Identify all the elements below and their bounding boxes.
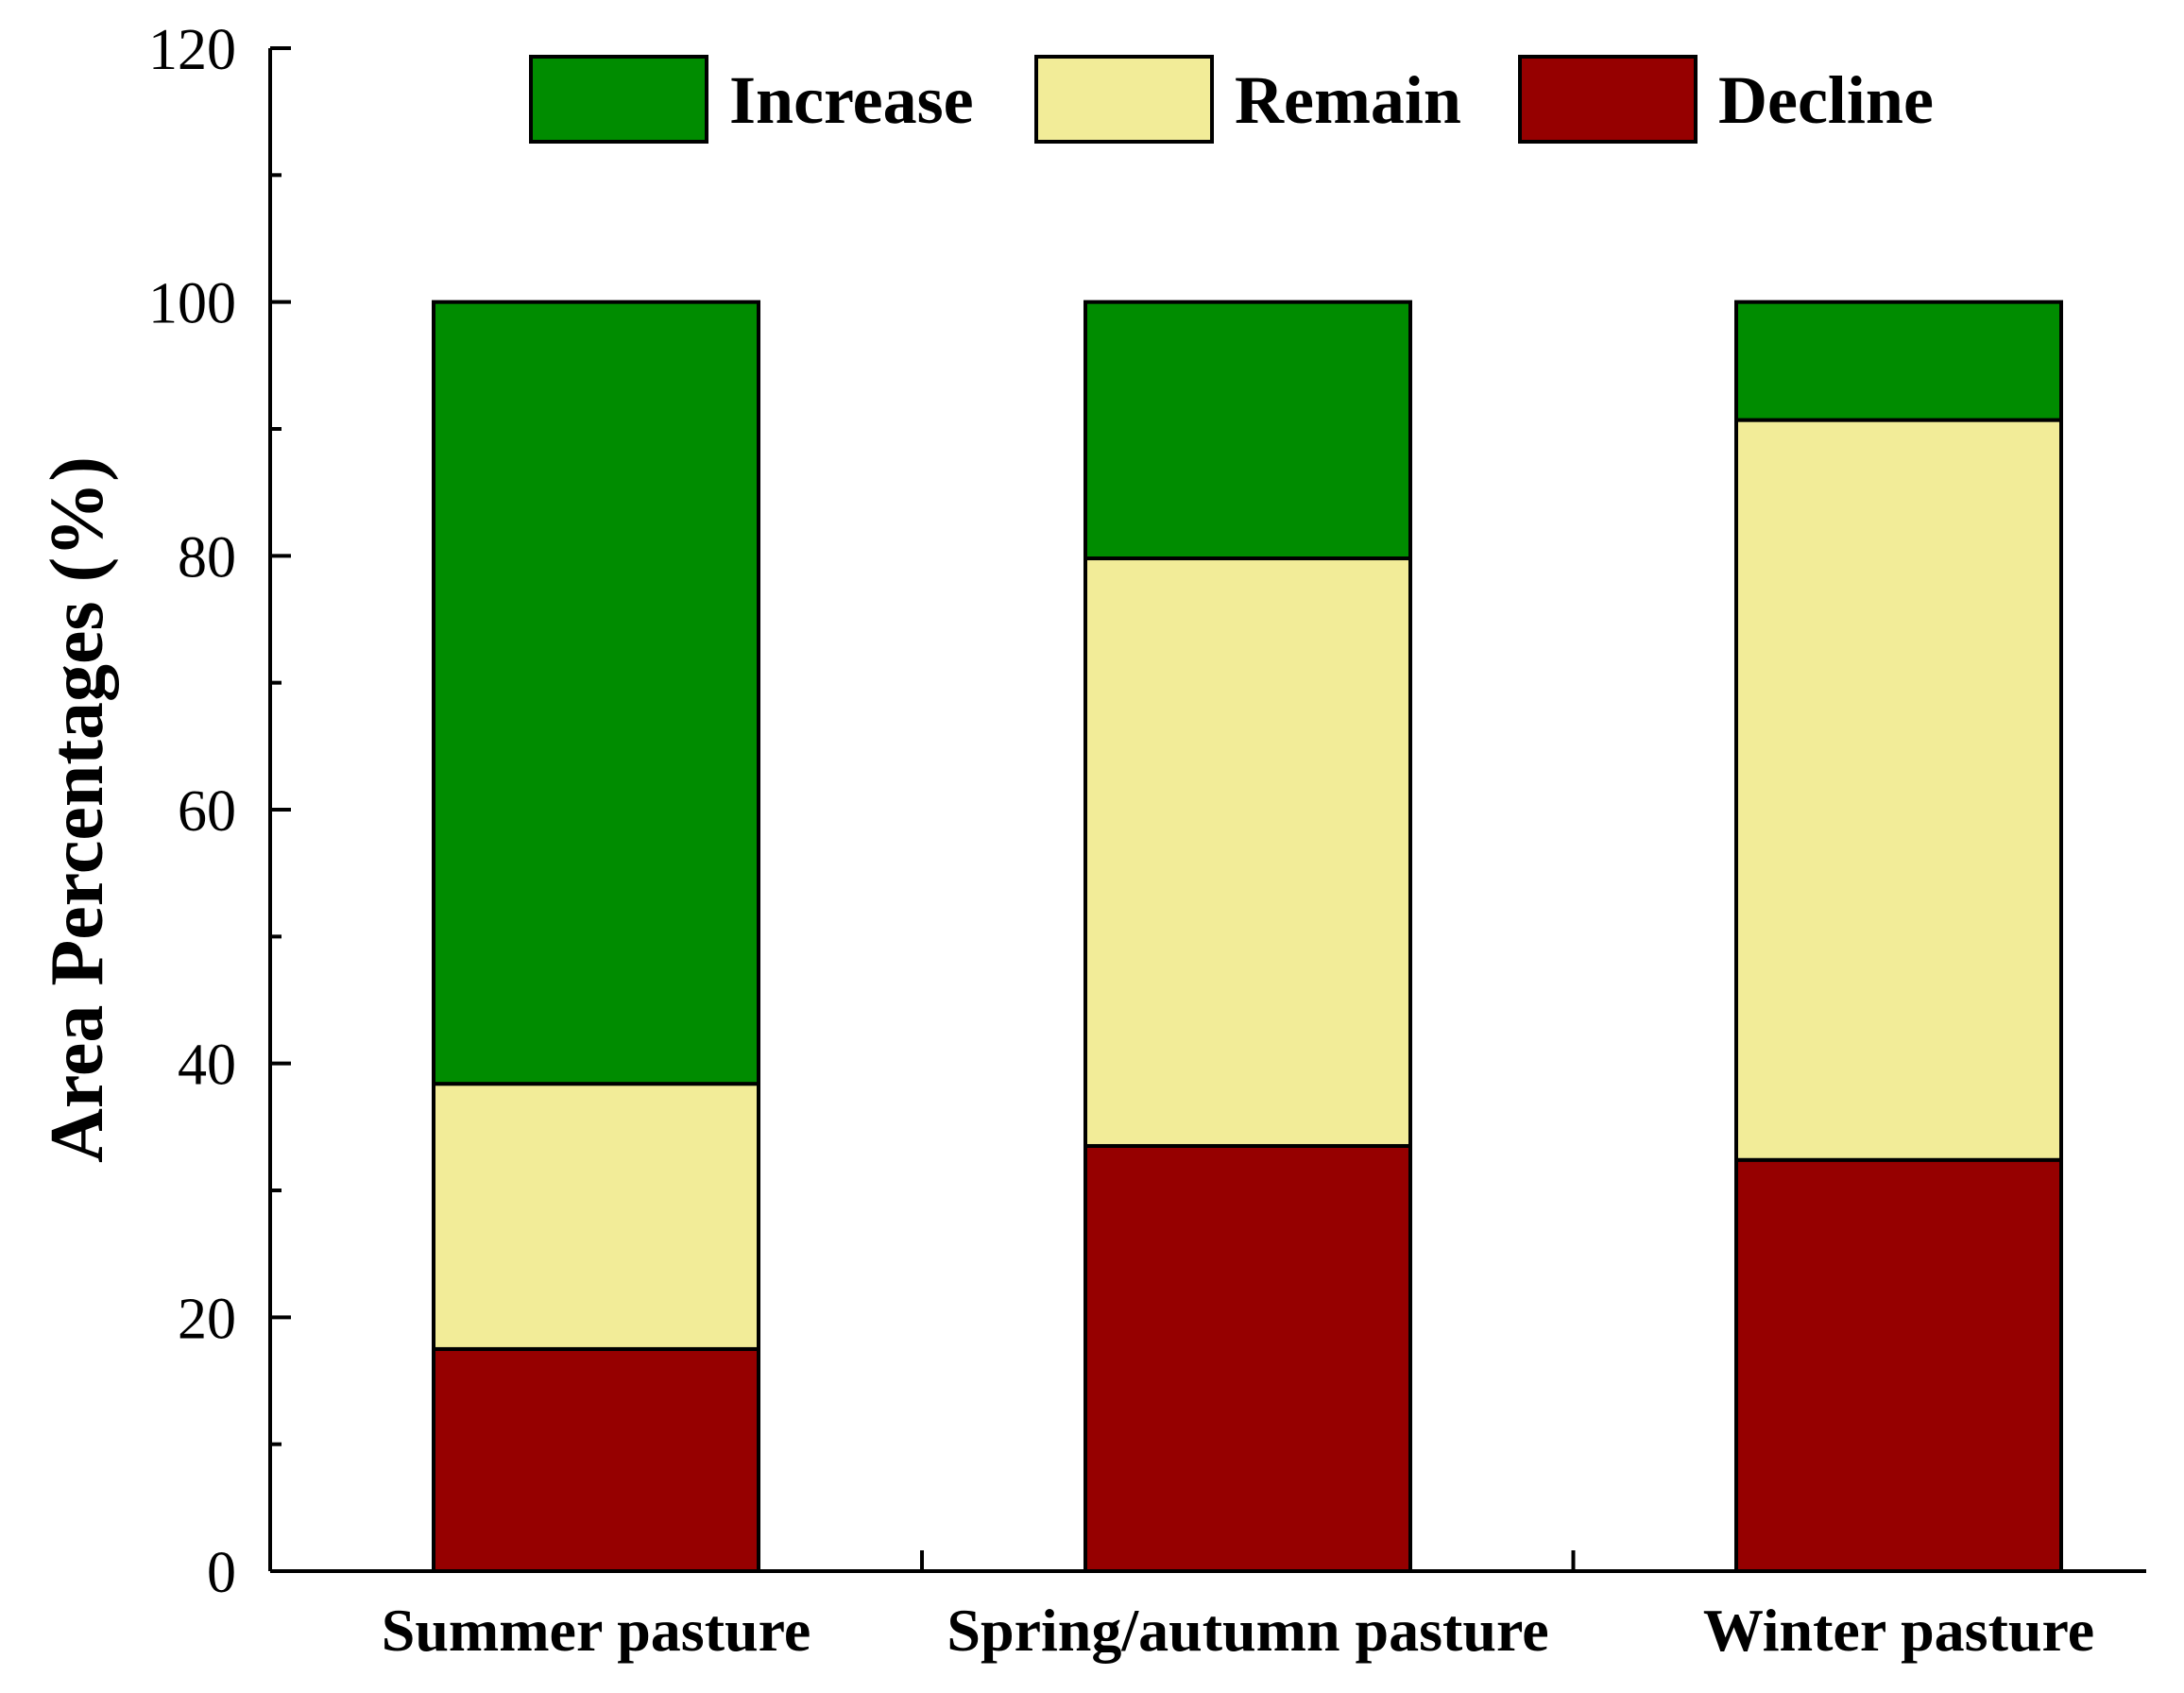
legend-swatch-decline	[1518, 55, 1698, 144]
legend-swatch-increase	[529, 55, 708, 144]
legend-swatch-remain	[1034, 55, 1214, 144]
y-tick-label: 60	[178, 779, 236, 844]
bar-segment-decline	[432, 1346, 760, 1573]
y-tick-label: 20	[178, 1287, 236, 1351]
bar-segment-increase	[432, 299, 760, 1086]
y-axis-title: Area Percentages (%)	[36, 456, 119, 1163]
bar-segment-remain	[1083, 556, 1412, 1148]
y-tick-labels: 0 20 40 60 80 100 120	[148, 18, 236, 1605]
x-category-label: Winter pasture	[1703, 1597, 2094, 1664]
x-category-labels: Summer pasture Spring/autumn pasture Winte…	[382, 1597, 2094, 1664]
chart-bars	[432, 299, 2063, 1573]
y-tick-label: 120	[148, 18, 236, 82]
chart-legend: Increase Remain Decline	[529, 55, 1934, 144]
bar-segment-decline	[1083, 1143, 1412, 1573]
y-tick-label: 40	[178, 1034, 236, 1098]
x-category-label: Summer pasture	[382, 1597, 811, 1664]
x-category-label: Spring/autumn pasture	[947, 1597, 1548, 1664]
bar-segment-increase	[1734, 299, 2063, 422]
legend-label-increase: Increase	[729, 62, 974, 138]
bar-segment-remain	[1734, 418, 2063, 1162]
bar-segment-decline	[1734, 1157, 2063, 1573]
bar-segment-increase	[1083, 299, 1412, 561]
legend-label-decline: Decline	[1718, 62, 1934, 138]
y-tick-label: 80	[178, 525, 236, 590]
legend-label-remain: Remain	[1235, 62, 1461, 138]
y-tick-label: 100	[148, 272, 236, 336]
bar-segment-remain	[432, 1082, 760, 1351]
y-tick-label: 0	[207, 1541, 236, 1605]
